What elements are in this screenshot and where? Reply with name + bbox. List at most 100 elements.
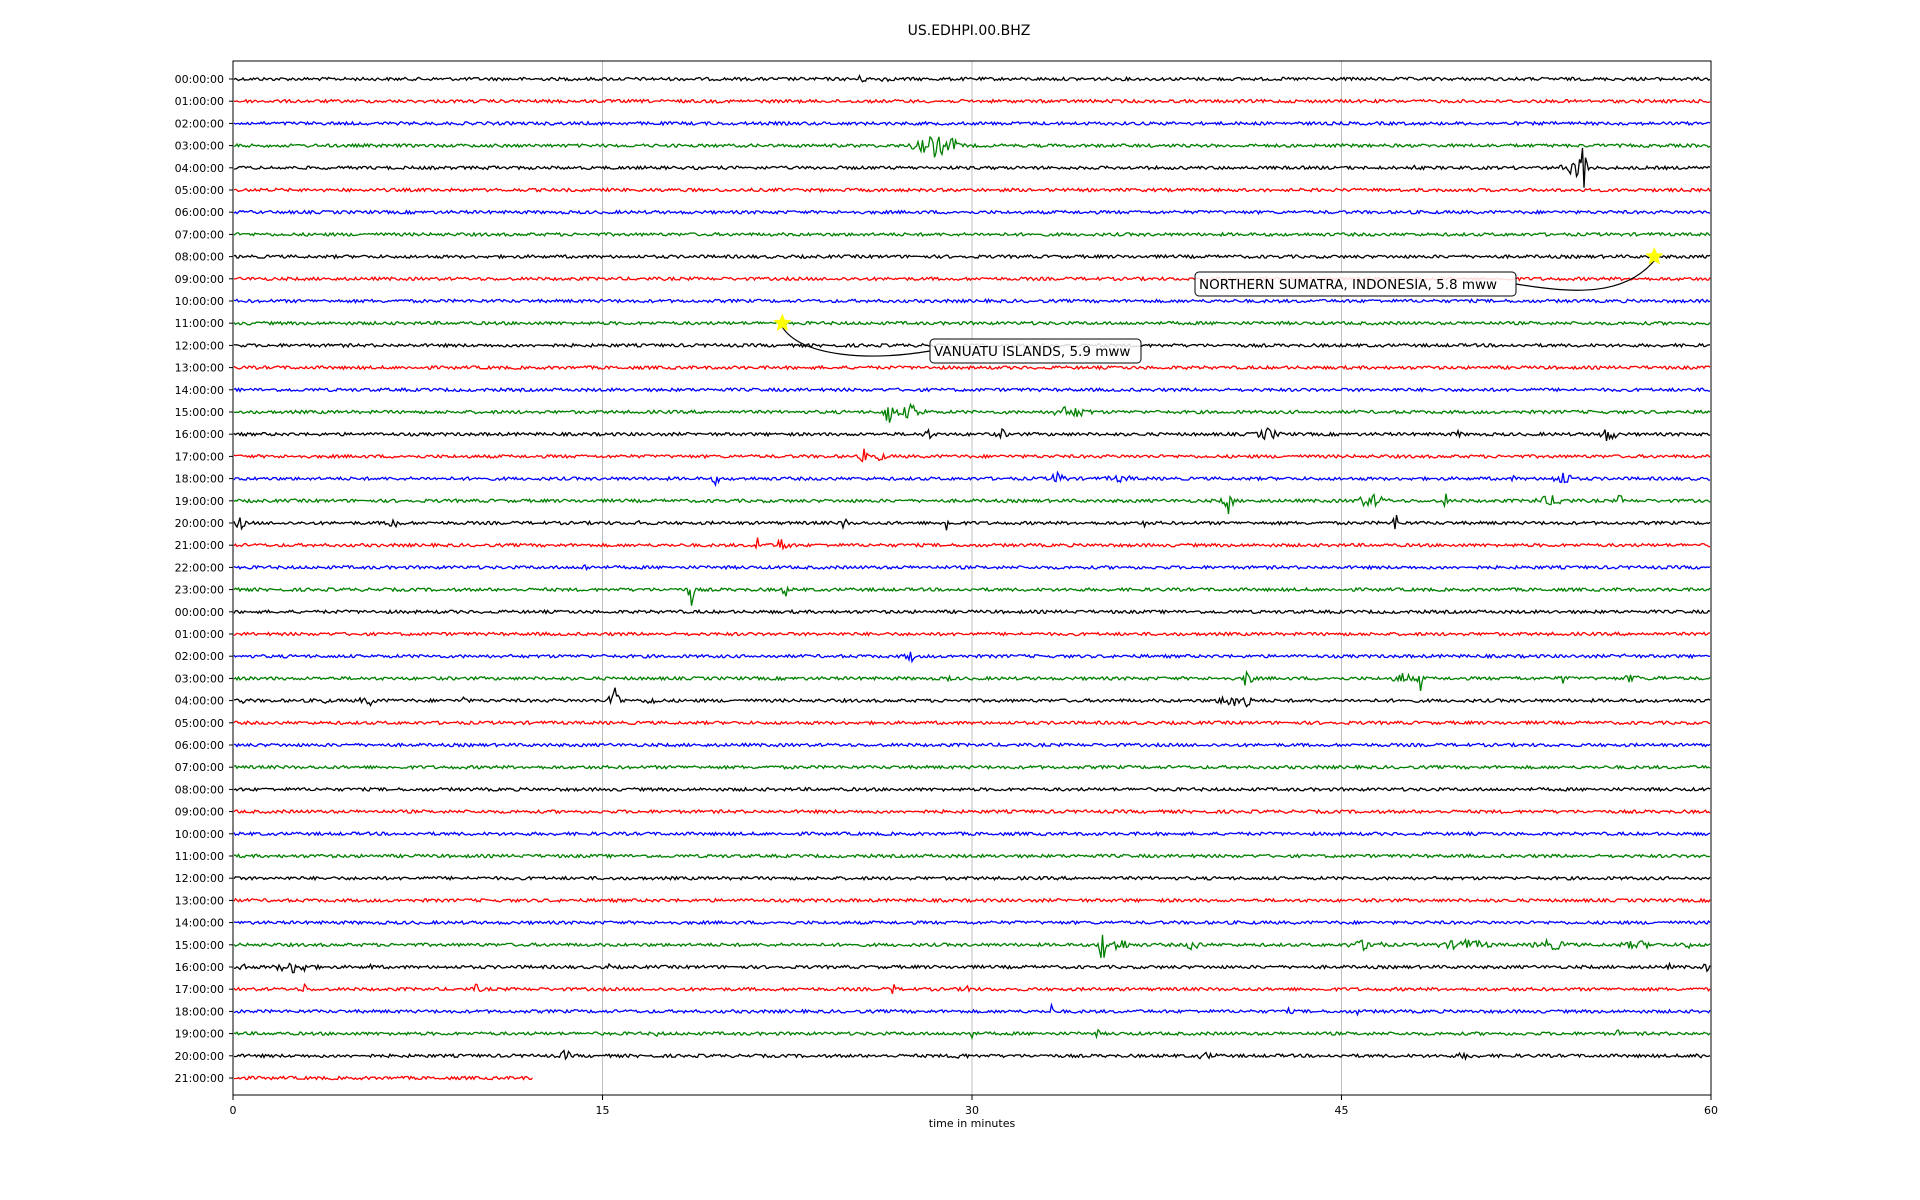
- trace-line: [233, 585, 1711, 606]
- row-time-label: 01:00:00: [175, 95, 224, 108]
- row-time-label: 12:00:00: [175, 339, 224, 352]
- row-time-label: 17:00:00: [175, 983, 224, 996]
- row-time-label: 09:00:00: [175, 273, 224, 286]
- trace-line: [233, 364, 1711, 371]
- row-time-label: 09:00:00: [175, 806, 224, 819]
- event-connector: [781, 326, 931, 357]
- row-time-label: 12:00:00: [175, 872, 224, 885]
- row-time-label: 18:00:00: [175, 1005, 224, 1018]
- row-time-label: 05:00:00: [175, 717, 224, 730]
- row-labels: 00:00:00 01:00:00 02:00:00 03:00:00 04:00:00…: [175, 73, 233, 1085]
- trace-line: [233, 651, 1711, 664]
- trace-line: [233, 764, 1711, 771]
- chart-title: US.EDHPI.00.BHZ: [908, 23, 1031, 39]
- row-time-label: 21:00:00: [175, 539, 224, 552]
- trace-line: [233, 608, 1711, 615]
- trace-line: [233, 147, 1711, 188]
- row-time-label: 13:00:00: [175, 362, 224, 375]
- row-time-label: 21:00:00: [175, 1072, 224, 1085]
- trace-line: [233, 135, 1711, 158]
- row-time-label: 16:00:00: [175, 428, 224, 441]
- trace-line: [233, 231, 1711, 238]
- row-time-label: 15:00:00: [175, 406, 224, 419]
- row-time-label: 02:00:00: [175, 650, 224, 663]
- trace-line: [233, 1028, 1711, 1040]
- row-time-label: 20:00:00: [175, 1050, 224, 1063]
- row-time-label: 03:00:00: [175, 140, 224, 153]
- trace-line: [233, 448, 1711, 463]
- row-time-label: 07:00:00: [175, 228, 224, 241]
- trace-line: [233, 470, 1711, 488]
- row-time-label: 17:00:00: [175, 450, 224, 463]
- row-time-label: 10:00:00: [175, 295, 224, 308]
- row-time-label: 00:00:00: [175, 606, 224, 619]
- trace-line: [233, 427, 1711, 442]
- trace-line: [233, 897, 1711, 904]
- event-connector: [1515, 260, 1655, 291]
- row-time-label: 03:00:00: [175, 672, 224, 685]
- x-tick-label: 30: [965, 1104, 979, 1117]
- trace-line: [233, 253, 1711, 260]
- trace-line: [233, 563, 1711, 572]
- row-time-label: 15:00:00: [175, 939, 224, 952]
- trace-line: [233, 1049, 1711, 1062]
- trace-line: [233, 631, 1711, 637]
- trace-line: [233, 537, 1711, 552]
- row-time-label: 07:00:00: [175, 761, 224, 774]
- row-time-label: 19:00:00: [175, 1028, 224, 1041]
- trace-line: [233, 186, 1711, 193]
- trace-line: [233, 514, 1711, 531]
- trace-line: [233, 875, 1711, 882]
- row-time-label: 11:00:00: [175, 850, 224, 863]
- trace-line: [233, 209, 1711, 216]
- x-tick-label: 45: [1335, 1104, 1349, 1117]
- row-time-label: 20:00:00: [175, 517, 224, 530]
- trace-line: [233, 786, 1711, 793]
- row-time-label: 16:00:00: [175, 961, 224, 974]
- trace-line: [233, 73, 1711, 83]
- row-time-label: 06:00:00: [175, 206, 224, 219]
- trace-line: [233, 830, 1711, 837]
- trace-line: [233, 687, 1711, 708]
- row-time-label: 05:00:00: [175, 184, 224, 197]
- trace-line: [233, 808, 1711, 815]
- trace-line: [233, 120, 1711, 127]
- trace-line: [233, 1002, 1711, 1017]
- x-axis-label: time in minutes: [929, 1117, 1016, 1130]
- row-time-label: 00:00:00: [175, 73, 224, 86]
- row-time-label: 08:00:00: [175, 251, 224, 264]
- row-time-label: 04:00:00: [175, 695, 224, 708]
- trace-line: [234, 853, 1711, 860]
- row-time-label: 02:00:00: [175, 117, 224, 130]
- trace-line: [233, 719, 1711, 726]
- event-label-box: [1194, 271, 1517, 297]
- row-time-label: 14:00:00: [175, 384, 224, 397]
- trace-line: [233, 669, 1711, 692]
- row-time-label: 22:00:00: [175, 561, 224, 574]
- trace-line: [233, 982, 1711, 995]
- event-label: VANUATU ISLANDS, 5.9 mww: [934, 344, 1130, 360]
- row-time-label: 06:00:00: [175, 739, 224, 752]
- event-label-box: [929, 338, 1142, 364]
- trace-line: [233, 961, 1711, 974]
- trace-group: [233, 73, 1711, 1081]
- trace-line: [233, 320, 1711, 327]
- trace-line: [233, 1075, 533, 1081]
- trace-line: [234, 98, 1711, 105]
- row-time-label: 08:00:00: [175, 783, 224, 796]
- row-time-label: 14:00:00: [175, 917, 224, 930]
- trace-line: [233, 297, 1711, 305]
- trace-line: [233, 741, 1711, 748]
- row-time-label: 01:00:00: [175, 628, 224, 641]
- plot-frame: [232, 60, 1712, 1096]
- event-star-icon: [1645, 246, 1664, 265]
- row-time-label: 19:00:00: [175, 495, 224, 508]
- row-time-label: 23:00:00: [175, 584, 224, 597]
- x-tick-label: 0: [230, 1104, 237, 1117]
- event-label: NORTHERN SUMATRA, INDONESIA, 5.8 mww: [1199, 277, 1497, 293]
- row-time-label: 10:00:00: [175, 828, 224, 841]
- x-tick-label: 60: [1704, 1104, 1718, 1117]
- trace-line: [233, 919, 1711, 926]
- row-time-label: 18:00:00: [175, 473, 224, 486]
